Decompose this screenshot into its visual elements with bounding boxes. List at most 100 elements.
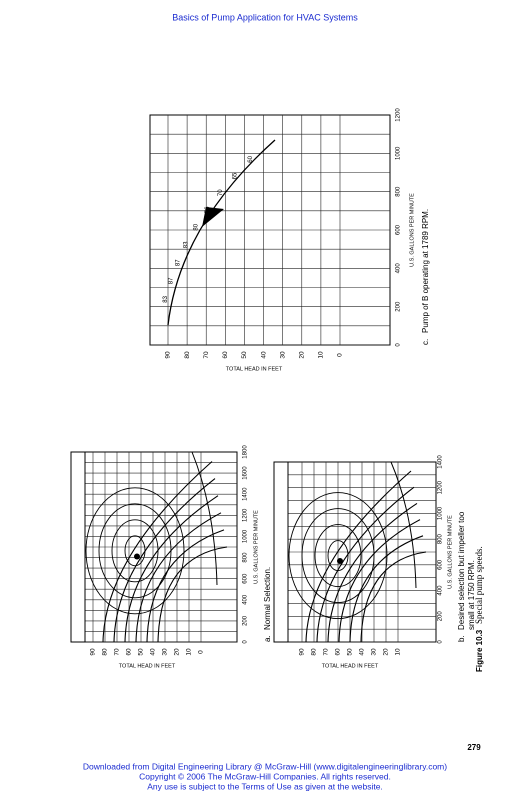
x-tick-label: 200 (438, 611, 444, 622)
panel-label: c. (421, 339, 430, 345)
impeller-curve (360, 551, 427, 643)
x-tick-label: 0 (243, 640, 249, 644)
x-tick-label: 1600 (243, 466, 249, 480)
x-tick-label: 800 (243, 552, 249, 563)
efficiency-curve (85, 487, 185, 615)
y-tick-label: 80 (184, 351, 191, 359)
x-tick-label: 1000 (438, 506, 444, 520)
x-tick-label: 200 (396, 301, 402, 312)
operating-marker (202, 207, 224, 227)
y-tick-label: 30 (162, 648, 169, 656)
y-tick-label: 20 (298, 351, 305, 359)
y-tick-label: 0 (337, 353, 344, 357)
panel-caption: Pump of B operating at 1789 RPM. (421, 209, 430, 333)
efficiency-label: 80 (194, 223, 200, 230)
y-tick-label: 50 (138, 648, 145, 656)
panel-label: a. (263, 635, 272, 642)
npsh-curve (191, 451, 218, 586)
x-axis-label: U.S. GALLONS PER MINUTE (409, 193, 415, 267)
x-tick-label: 1200 (243, 508, 249, 522)
y-tick-label: 90 (299, 648, 306, 656)
x-tick-label: 400 (396, 263, 402, 274)
y-tick-label: 90 (90, 648, 97, 656)
y-tick-label: 40 (150, 648, 157, 656)
x-tick-label: 400 (438, 585, 444, 596)
chart-panel: 0 200 400 600 800 1000 1200 1400 90 80 70 60 50 40 30 2… (273, 455, 476, 669)
x-tick-label: 1800 (243, 445, 249, 459)
efficiency-label: 83 (163, 295, 169, 302)
y-tick-label: 60 (222, 351, 229, 359)
panel-caption: Normal Selection. (263, 567, 272, 630)
y-tick-label: 70 (323, 648, 330, 656)
figure-caption: Figure 10.3 Special pump speeds. (474, 546, 484, 672)
operating-point (134, 553, 140, 560)
x-tick-label: 1400 (438, 455, 444, 469)
x-tick-label: 0 (396, 343, 402, 347)
figure-label: Figure 10.3 (475, 629, 484, 672)
efficiency-label: 87 (168, 277, 174, 284)
efficiency-curve (301, 508, 375, 604)
efficiency-label: 87 (175, 259, 181, 266)
x-tick-label: 1400 (243, 487, 249, 501)
y-tick-label: 40 (359, 648, 366, 656)
x-tick-label: 1000 (243, 529, 249, 543)
efficiency-curve (288, 492, 388, 620)
impeller-curve (349, 535, 424, 643)
x-tick-label: 600 (396, 224, 402, 235)
operating-point (337, 558, 343, 564)
footer-line: Copyright © 2006 The McGraw-Hill Compani… (139, 771, 391, 781)
npsh-curve (390, 461, 417, 589)
x-tick-label: 1000 (396, 146, 402, 160)
y-tick-label: 20 (383, 648, 390, 656)
y-tick-label: 0 (198, 650, 205, 654)
efficiency-curve (314, 524, 362, 588)
panel-caption: Desired selection but impeller too (457, 511, 466, 630)
figure-caption-text: Special pump speeds. (474, 546, 484, 624)
y-tick-label: 40 (260, 351, 267, 359)
x-tick-label: 1200 (438, 480, 444, 494)
x-axis-label: U.S. GALLONS PER MINUTE (447, 515, 453, 589)
y-tick-label: 10 (186, 648, 193, 656)
x-tick-label: 400 (243, 594, 249, 605)
running-header: Basics of Pump Application for HVAC Syst… (172, 12, 358, 22)
x-tick-label: 200 (243, 615, 249, 626)
y-tick-label: 50 (241, 351, 248, 359)
impeller-curve (102, 461, 213, 643)
y-tick-label: 90 (165, 351, 172, 359)
y-tick-label: 30 (279, 351, 286, 359)
efficiency-label: 83 (184, 241, 190, 248)
x-tick-label: 600 (243, 573, 249, 584)
efficiency-curve (327, 540, 349, 572)
x-tick-label: 800 (396, 186, 402, 197)
impeller-curve (327, 502, 418, 643)
pump-header-box (70, 451, 86, 643)
x-axis-label: U.S. GALLONS PER MINUTE (253, 510, 259, 584)
y-axis-label: TOTAL HEAD IN FEET (226, 366, 283, 372)
y-axis-label: TOTAL HEAD IN FEET (322, 663, 379, 669)
y-tick-label: 80 (102, 648, 109, 656)
efficiency-label: 76 (205, 206, 211, 213)
pump-header-box (273, 461, 289, 643)
footer-line: Any use is subject to the Terms of Use a… (147, 781, 383, 791)
impeller-curve (305, 470, 412, 643)
y-tick-label: 70 (114, 648, 121, 656)
y-axis-label: TOTAL HEAD IN FEET (119, 663, 176, 669)
y-tick-label: 50 (347, 648, 354, 656)
y-tick-label: 60 (335, 648, 342, 656)
efficiency-label: 65 (232, 172, 238, 179)
x-tick-label: 800 (438, 533, 444, 544)
y-tick-label: 80 (311, 648, 318, 656)
y-tick-label: 20 (174, 648, 181, 656)
y-tick-label: 10 (318, 351, 325, 359)
impeller-curve (135, 512, 222, 643)
efficiency-label: 70 (218, 189, 224, 196)
efficiency-label: 60 (248, 155, 254, 162)
panel-caption: small at 1750 RPM. (467, 560, 476, 630)
y-tick-label: 70 (203, 351, 210, 359)
x-tick-label: 600 (438, 559, 444, 570)
x-tick-label: 1200 (396, 108, 402, 122)
efficiency-curve (98, 503, 172, 599)
